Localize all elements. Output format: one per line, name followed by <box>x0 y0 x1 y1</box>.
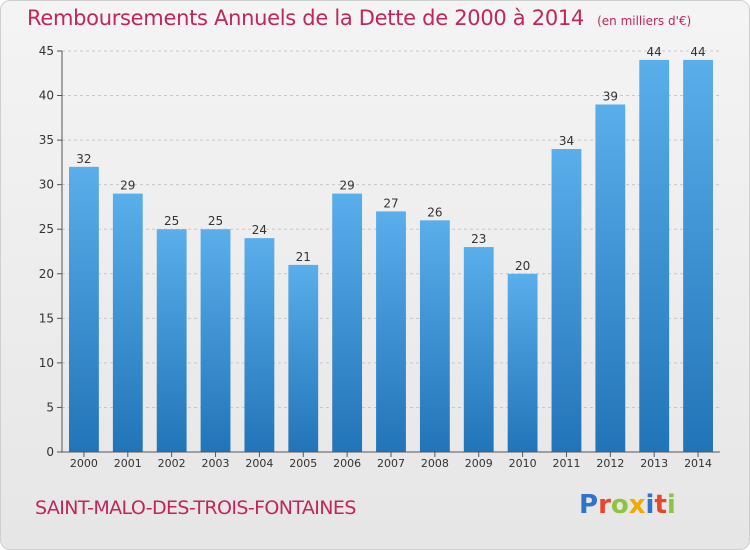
y-tick-label: 5 <box>46 400 54 414</box>
data-label: 21 <box>296 250 311 264</box>
axes: 0 5 10 15 20 25 30 35 40 45 2000 2001 2002 2003 2004 20… <box>39 44 720 470</box>
logo-letter: i <box>645 490 655 520</box>
chart-title: Remboursements Annuels de la Dette de 20… <box>27 6 584 30</box>
x-tick-label: 2004 <box>245 457 273 470</box>
bar <box>288 264 319 452</box>
x-tick-label: 2001 <box>114 457 142 470</box>
x-tick-label: 2011 <box>552 457 580 470</box>
logo-letter: P <box>579 490 599 520</box>
logo-letter: o <box>610 490 629 520</box>
logo-letter: i <box>666 490 676 520</box>
proxiti-logo: Proxiti <box>579 490 676 520</box>
y-tick-label: 0 <box>46 445 54 459</box>
logo-letter: t <box>654 490 667 520</box>
x-tick-label: 2003 <box>202 457 230 470</box>
data-label: 44 <box>690 45 705 59</box>
bar <box>112 193 143 453</box>
data-label: 25 <box>164 214 179 228</box>
data-label: 27 <box>383 196 398 210</box>
logo-letter: r <box>598 490 611 520</box>
data-label: 26 <box>427 205 442 219</box>
x-tick-label: 2009 <box>465 457 493 470</box>
bar <box>683 59 713 453</box>
bar <box>463 247 494 452</box>
bar <box>332 193 363 453</box>
bar <box>419 220 450 452</box>
y-tick-label: 15 <box>39 311 54 325</box>
data-label: 20 <box>515 259 530 273</box>
bar <box>376 211 406 452</box>
x-tick-label: 2002 <box>158 457 186 470</box>
y-tick-label: 35 <box>39 133 54 147</box>
data-label: 39 <box>603 89 618 103</box>
data-label: 23 <box>471 232 486 246</box>
data-label: 25 <box>208 214 223 228</box>
data-label: 29 <box>339 179 354 193</box>
y-tick-label: 25 <box>39 222 54 236</box>
bar <box>156 229 187 452</box>
bar <box>595 104 626 452</box>
y-tick-label: 10 <box>39 356 54 370</box>
bar <box>551 149 582 452</box>
data-label: 44 <box>647 45 662 59</box>
data-label: 34 <box>559 134 574 148</box>
y-tick-label: 45 <box>39 44 54 58</box>
chart-subtitle: (en milliers d'€) <box>597 14 692 28</box>
x-tick-label: 2007 <box>377 457 405 470</box>
x-tick-label: 2006 <box>333 457 361 470</box>
labels: 32 29 25 25 24 21 29 27 26 23 20 34 39 44 44 <box>76 45 705 273</box>
bar <box>507 273 538 452</box>
x-tick-label: 2005 <box>289 457 317 470</box>
title-row: Remboursements Annuels de la Dette de 20… <box>27 6 691 30</box>
x-tick-label: 2008 <box>421 457 449 470</box>
bars <box>69 59 713 453</box>
y-tick-label: 40 <box>39 89 54 103</box>
y-tick-label: 30 <box>39 178 54 192</box>
commune-name: SAINT-MALO-DES-TROIS-FONTAINES <box>35 497 356 519</box>
x-tick-label: 2013 <box>640 457 668 470</box>
x-tick-label: 2010 <box>509 457 537 470</box>
data-label: 29 <box>120 179 135 193</box>
y-tick-label: 20 <box>39 267 54 281</box>
bar <box>69 166 99 452</box>
x-tick-label: 2012 <box>596 457 624 470</box>
bar <box>200 229 231 452</box>
data-label: 32 <box>76 152 91 166</box>
x-tick-label: 2014 <box>684 457 712 470</box>
bar <box>244 238 275 452</box>
logo-letter: x <box>628 490 646 520</box>
x-tick-label: 2000 <box>70 457 98 470</box>
bar <box>639 59 670 453</box>
data-label: 24 <box>252 223 267 237</box>
